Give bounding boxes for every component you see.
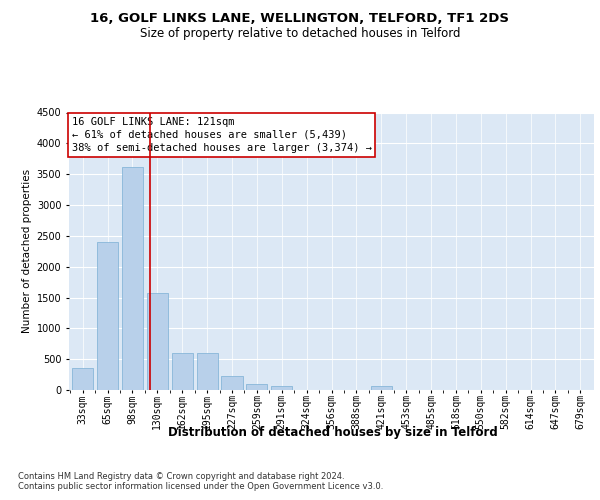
Text: 16, GOLF LINKS LANE, WELLINGTON, TELFORD, TF1 2DS: 16, GOLF LINKS LANE, WELLINGTON, TELFORD…: [91, 12, 509, 26]
Bar: [197, 353, 218, 390]
Bar: [246, 384, 268, 390]
Text: 16 GOLF LINKS LANE: 121sqm
← 61% of detached houses are smaller (5,439)
38% of s: 16 GOLF LINKS LANE: 121sqm ← 61% of deta…: [71, 116, 371, 153]
Text: Size of property relative to detached houses in Telford: Size of property relative to detached ho…: [140, 28, 460, 40]
Text: Contains public sector information licensed under the Open Government Licence v3: Contains public sector information licen…: [18, 482, 383, 491]
Bar: [371, 386, 392, 390]
Bar: [221, 376, 242, 390]
Text: Contains HM Land Registry data © Crown copyright and database right 2024.: Contains HM Land Registry data © Crown c…: [18, 472, 344, 481]
Bar: [122, 167, 143, 390]
Bar: [271, 386, 292, 390]
Text: Distribution of detached houses by size in Telford: Distribution of detached houses by size …: [168, 426, 498, 439]
Bar: [172, 353, 193, 390]
Y-axis label: Number of detached properties: Number of detached properties: [22, 169, 32, 334]
Bar: [147, 292, 168, 390]
Bar: [97, 242, 118, 390]
Bar: [72, 368, 93, 390]
